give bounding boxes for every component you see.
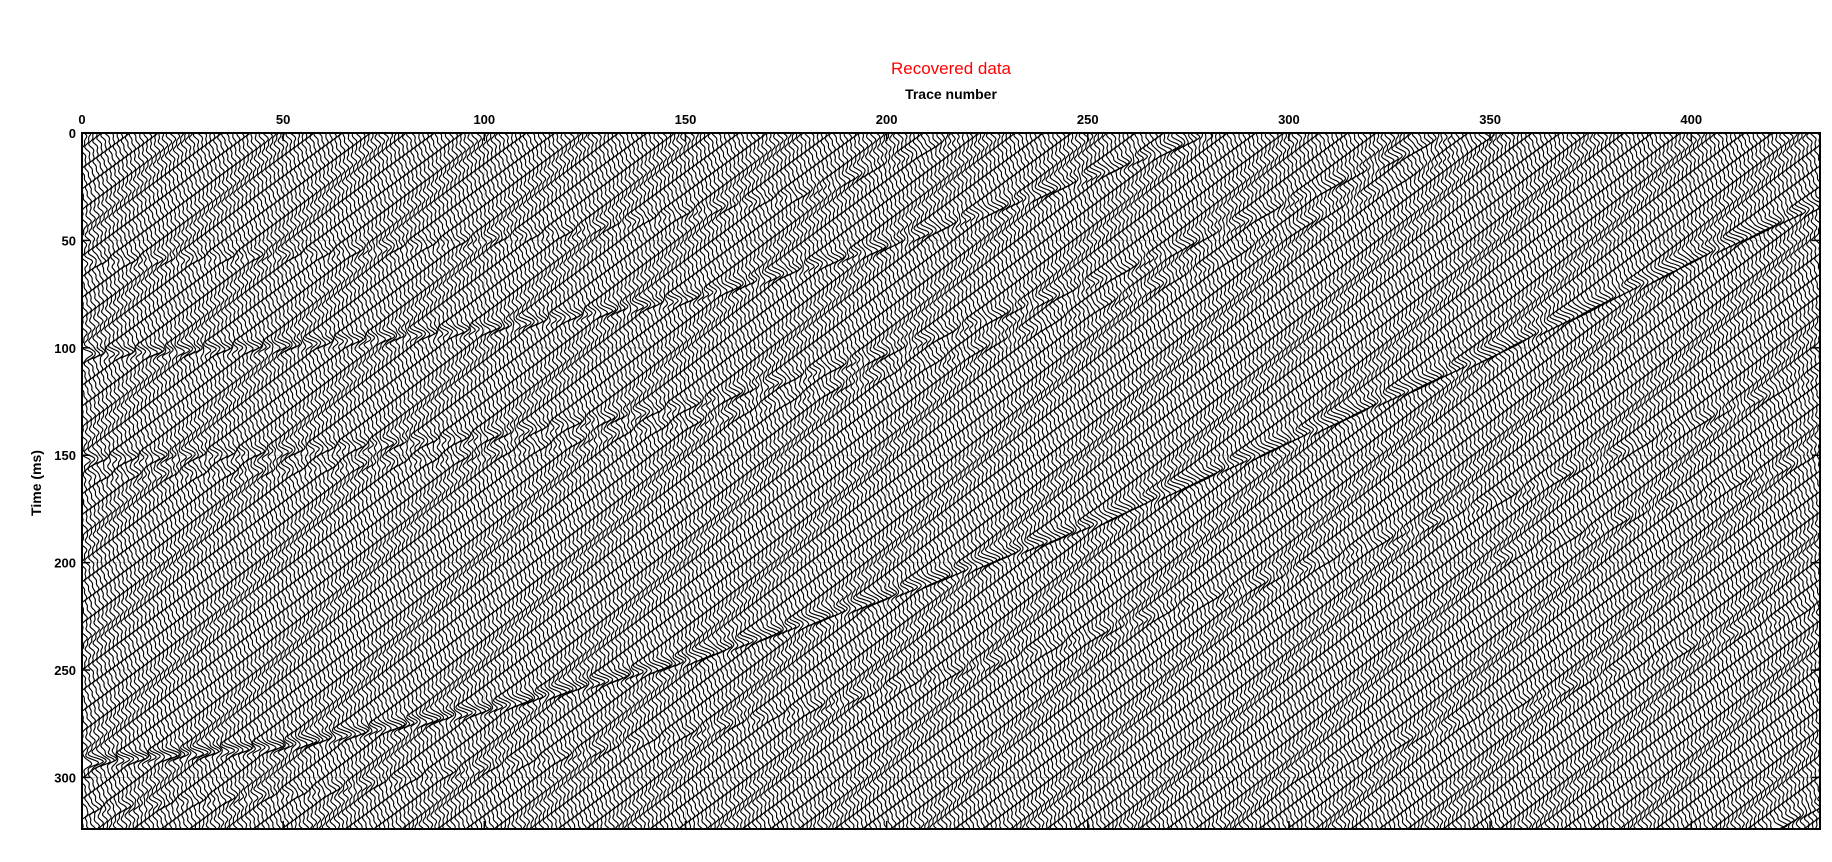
trace-wiggle bbox=[849, 133, 862, 829]
y-tick-label: 0 bbox=[69, 126, 76, 141]
trace-wiggle bbox=[1018, 133, 1028, 829]
x-tick-label: 300 bbox=[1278, 112, 1300, 127]
trace-wiggle bbox=[868, 133, 883, 829]
trace-wiggle bbox=[841, 133, 850, 829]
trace-wiggle bbox=[636, 133, 648, 829]
trace-wiggle bbox=[1171, 133, 1185, 829]
trace-wiggle bbox=[1597, 133, 1610, 829]
trace-wiggle bbox=[535, 133, 546, 829]
y-tick-label: 100 bbox=[54, 341, 76, 356]
x-tick-label: 200 bbox=[876, 112, 898, 127]
chart-title: Recovered data bbox=[891, 59, 1012, 78]
trace-wiggle bbox=[1815, 133, 1830, 829]
trace-wiggle bbox=[616, 133, 629, 829]
trace-wiggle bbox=[1541, 133, 1552, 829]
y-axis-label: Time (ms) bbox=[28, 450, 44, 516]
trace-wiggle bbox=[684, 133, 696, 829]
trace-wiggle bbox=[1111, 133, 1126, 829]
trace-wiggle bbox=[1642, 133, 1653, 829]
y-tick-label: 250 bbox=[54, 663, 76, 678]
trace-wiggle bbox=[989, 133, 1003, 829]
x-tick-label: 250 bbox=[1077, 112, 1099, 127]
x-tick-label: 400 bbox=[1680, 112, 1702, 127]
trace-wiggle bbox=[1690, 133, 1703, 829]
trace-wiggle bbox=[720, 133, 733, 829]
trace-wiggle bbox=[656, 133, 670, 829]
x-tick-label: 0 bbox=[78, 112, 85, 127]
trace-wiggle bbox=[1054, 133, 1069, 829]
y-tick-label: 300 bbox=[54, 770, 76, 785]
trace-wiggle bbox=[1295, 133, 1306, 829]
trace-wiggle bbox=[108, 133, 119, 829]
trace-wiggle bbox=[1754, 133, 1769, 829]
x-tick-label: 150 bbox=[675, 112, 697, 127]
trace-wiggle bbox=[664, 133, 676, 829]
trace-wiggle bbox=[499, 133, 511, 829]
trace-wiggle bbox=[1685, 133, 1698, 829]
trace-wiggle bbox=[732, 133, 743, 829]
trace-wiggle bbox=[1428, 133, 1441, 829]
trace-wiggle bbox=[1737, 133, 1751, 829]
y-tick-label: 50 bbox=[62, 233, 76, 248]
trace-wiggle bbox=[1304, 133, 1314, 829]
x-tick-label: 100 bbox=[473, 112, 495, 127]
trace-wiggle bbox=[572, 133, 585, 829]
trace-wiggle bbox=[289, 133, 300, 829]
wiggle-traces bbox=[80, 133, 1829, 829]
trace-wiggle bbox=[1452, 133, 1463, 829]
trace-wiggle bbox=[1143, 133, 1154, 829]
x-tick-label: 50 bbox=[276, 112, 290, 127]
trace-wiggle bbox=[628, 133, 639, 829]
x-tick-label: 350 bbox=[1479, 112, 1501, 127]
trace-wiggle bbox=[442, 133, 453, 829]
trace-wiggle bbox=[805, 133, 820, 829]
trace-wiggle bbox=[1610, 133, 1620, 829]
trace-wiggle bbox=[451, 133, 464, 829]
trace-wiggle bbox=[1272, 133, 1286, 829]
x-axis-label: Trace number bbox=[905, 86, 997, 102]
y-tick-label: 200 bbox=[54, 556, 76, 571]
trace-wiggle bbox=[708, 133, 722, 829]
trace-wiggle bbox=[1601, 133, 1613, 829]
y-tick-label: 150 bbox=[54, 448, 76, 463]
